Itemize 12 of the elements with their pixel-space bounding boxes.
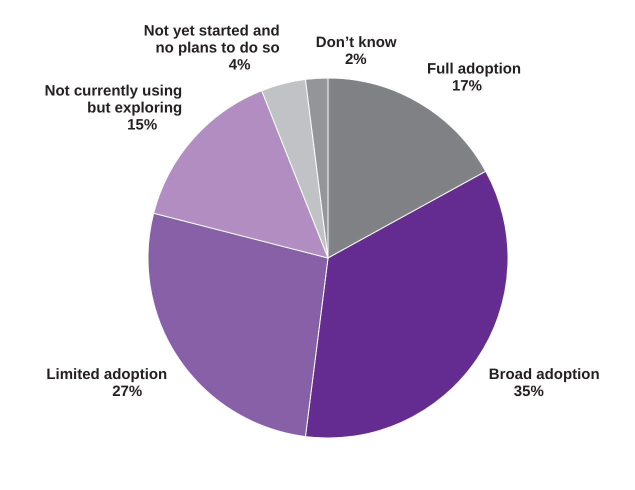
slice-label: Not yet started and no plans to do so: [144, 22, 280, 57]
data-label: 35%: [514, 383, 544, 400]
slice-label: Not currently using but exploring: [44, 82, 182, 116]
slice-label: Don’t know: [316, 34, 397, 51]
slice-label: Full adoption: [426, 60, 522, 78]
data-label: 2%: [344, 50, 367, 68]
slice-label: Broad adoption: [488, 366, 600, 384]
slice-label: Limited adoption: [46, 366, 168, 384]
data-label: 17%: [452, 78, 482, 95]
data-label: 4%: [228, 56, 250, 74]
data-label: 15%: [127, 116, 158, 134]
data-label: 27%: [112, 383, 142, 400]
